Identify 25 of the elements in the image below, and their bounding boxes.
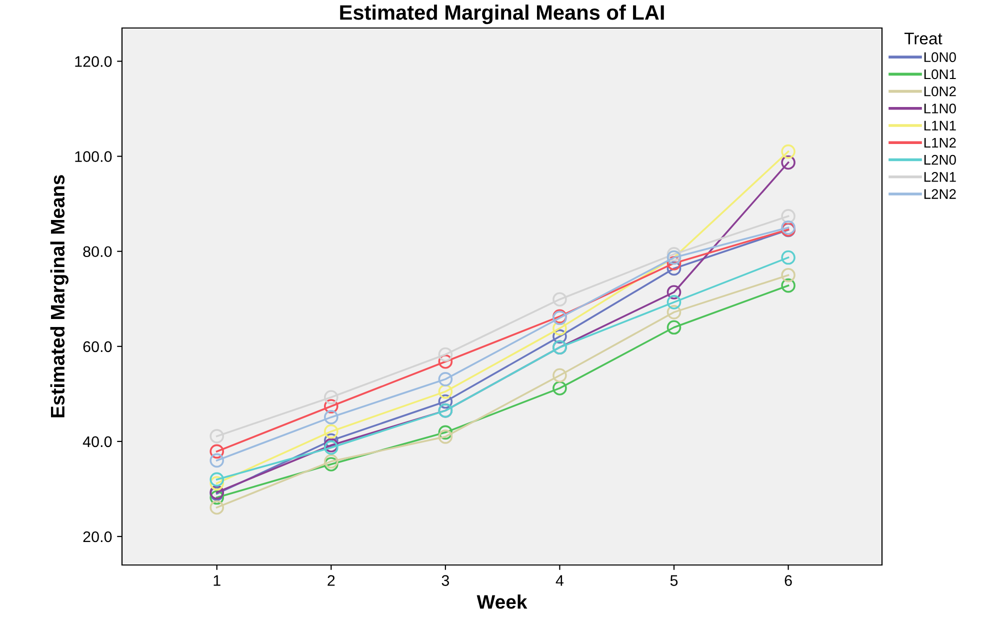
y-tick-label: 20.0 <box>83 531 112 542</box>
y-tick-label: 80.0 <box>83 246 112 258</box>
legend-label: L1N2 <box>924 138 956 148</box>
y-tick-label: 60.0 <box>83 341 112 352</box>
chart-title: Estimated Marginal Means of LAI <box>340 4 664 24</box>
legend-label: L1N0 <box>924 104 956 114</box>
x-tick-label: 1 <box>214 575 220 586</box>
legend-label: L0N2 <box>924 86 956 96</box>
legend-title: Treat <box>904 32 942 44</box>
legend-label: L2N1 <box>924 172 956 182</box>
x-tick-label: 5 <box>670 575 678 586</box>
legend-label: L0N0 <box>924 52 956 62</box>
legend-label: L2N0 <box>924 154 956 165</box>
x-tick-label: 2 <box>328 575 335 586</box>
legend-label: L2N2 <box>924 189 956 199</box>
legend-label: L1N1 <box>924 120 956 130</box>
y-tick-label: 100.0 <box>75 151 112 162</box>
x-tick-label: 3 <box>442 575 450 586</box>
x-tick-label: 6 <box>784 575 792 586</box>
legend-label: L0N1 <box>924 69 956 80</box>
y-tick-label: 120.0 <box>75 56 112 67</box>
y-axis-title: Estimated Marginal Means <box>50 175 68 418</box>
x-axis-title: Week <box>476 594 528 609</box>
y-tick-label: 40.0 <box>82 436 112 448</box>
x-tick-label: 4 <box>556 575 564 586</box>
